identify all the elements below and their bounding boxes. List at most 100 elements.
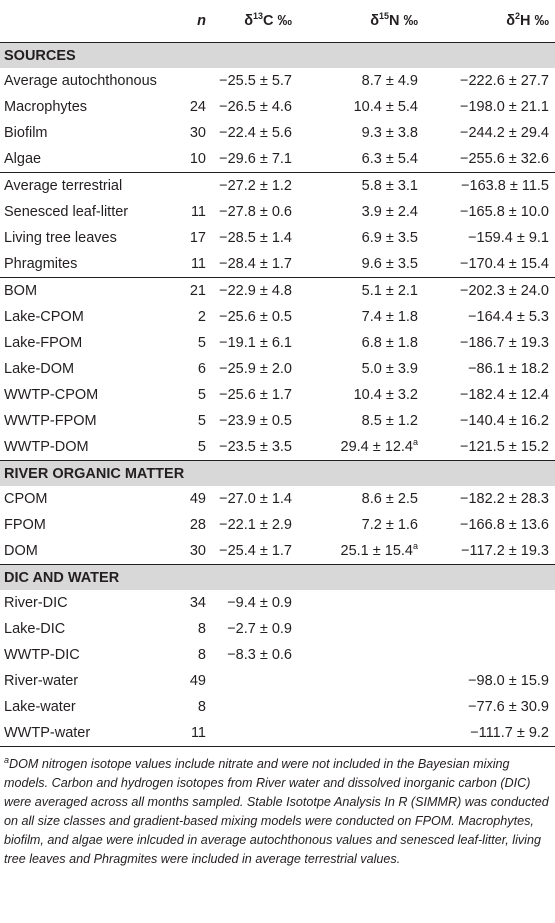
row-n: [180, 68, 210, 94]
row-d15n: [320, 616, 430, 642]
row-n: 30: [189, 125, 206, 141]
row-d2h: −244.2 ± 29.4: [460, 125, 549, 141]
row-d15n: 6.8 ± 1.8: [361, 335, 418, 351]
row-label: Average terrestrial: [0, 172, 180, 199]
row-d2h: −86.1 ± 18.2: [468, 361, 549, 377]
row-d15n: 7.2 ± 1.6: [361, 517, 418, 533]
row-d2h: −164.4 ± 5.3: [468, 309, 549, 325]
row-label: Biofilm: [4, 125, 48, 141]
row-d2h: −182.4 ± 12.4: [460, 387, 549, 403]
row-d2h: −202.3 ± 24.0: [430, 277, 555, 304]
row-label: Lake-DIC: [4, 621, 66, 637]
table-row: Phragmites 11 −28.4 ± 1.7 9.6 ± 3.5 −170.4 ±…: [0, 251, 555, 278]
row-d15n: 6.9 ± 3.5: [361, 230, 418, 246]
row-n: 8: [197, 699, 206, 715]
row-d2h: −159.4 ± 9.1: [468, 230, 549, 246]
superscript-a: a: [412, 437, 418, 448]
row-d13c: −25.4 ± 1.7: [219, 543, 292, 559]
row-label: CPOM: [4, 491, 48, 507]
row-d13c: −28.4 ± 1.7: [219, 256, 292, 272]
row-d15n: 10.4 ± 3.2: [353, 387, 418, 403]
row-d13c: −23.5 ± 3.5: [219, 439, 292, 455]
row-n: 17: [189, 230, 206, 246]
table-body: SOURCES Average autochthonous −25.5 ± 5.7 8…: [0, 42, 555, 747]
row-d15n: 5.8 ± 3.1: [320, 172, 430, 199]
row-label: Average autochthonous: [4, 73, 157, 89]
row-n: 30: [189, 543, 206, 559]
row-d2h: −77.6 ± 30.9: [468, 699, 549, 715]
row-d2h: −163.8 ± 11.5: [430, 172, 555, 199]
row-d13c: −22.4 ± 5.6: [219, 125, 292, 141]
table-row: BOM 21 −22.9 ± 4.8 5.1 ± 2.1 −202.3 ± 24.0: [0, 277, 555, 304]
row-n: 11: [190, 256, 206, 272]
row-label: FPOM: [4, 517, 46, 533]
header-blank: [0, 0, 180, 43]
row-d13c: −26.5 ± 4.6: [219, 99, 292, 115]
row-n: 28: [189, 517, 206, 533]
table-row: WWTP-DOM 5 −23.5 ± 3.5 29.4 ± 12.4a −121.5 ±…: [0, 434, 555, 461]
section-header: DIC AND WATER: [0, 564, 555, 590]
header-n: n: [180, 0, 210, 43]
table-footnote: aDOM nitrogen isotope values include nit…: [0, 747, 555, 869]
superscript-a: a: [412, 541, 418, 552]
row-d15n: 8.6 ± 2.5: [361, 491, 418, 507]
row-d13c: −22.1 ± 2.9: [219, 517, 292, 533]
row-d13c: [210, 694, 320, 720]
row-d15n: 29.4 ± 12.4a: [340, 437, 418, 455]
table-row: Lake-FPOM 5 −19.1 ± 6.1 6.8 ± 1.8 −186.7 ± 1…: [0, 330, 555, 356]
row-d2h: [430, 590, 555, 616]
row-label: WWTP-FPOM: [4, 413, 97, 429]
row-n: 10: [189, 151, 206, 167]
row-d13c: [210, 668, 320, 694]
section-title: RIVER ORGANIC MATTER: [0, 460, 555, 486]
row-d15n: 6.3 ± 5.4: [361, 151, 418, 167]
section-title: SOURCES: [0, 42, 555, 68]
row-n: 2: [197, 309, 206, 325]
header-row: n δ13C ‰ δ15N ‰ δ2H ‰: [0, 0, 555, 43]
row-n: 49: [189, 491, 206, 507]
row-label: Senesced leaf-litter: [4, 204, 129, 220]
row-d13c: −2.7 ± 0.9: [227, 621, 292, 637]
row-label: River-DIC: [4, 595, 68, 611]
row-label: BOM: [0, 277, 180, 304]
row-d2h: −182.2 ± 28.3: [460, 491, 549, 507]
row-d2h: −170.4 ± 15.4: [460, 256, 549, 272]
table-row: Macrophytes 24 −26.5 ± 4.6 10.4 ± 5.4 −198.0…: [0, 94, 555, 120]
table-row: WWTP-DIC 8 −8.3 ± 0.6: [0, 642, 555, 668]
row-label: Lake-FPOM: [4, 335, 83, 351]
row-d15n: 5.1 ± 2.1: [320, 277, 430, 304]
row-d15n: 3.9 ± 2.4: [361, 204, 418, 220]
row-d15n: 25.1 ± 15.4a: [340, 541, 418, 559]
row-label: Lake-CPOM: [4, 309, 84, 325]
row-d13c: −9.4 ± 0.9: [227, 595, 292, 611]
row-label: Macrophytes: [4, 99, 88, 115]
row-d2h: −198.0 ± 21.1: [460, 99, 549, 115]
row-label: Lake-DOM: [4, 361, 75, 377]
table-row: Average terrestrial −27.2 ± 1.2 5.8 ± 3.1−…: [0, 172, 555, 199]
isotope-table: n δ13C ‰ δ15N ‰ δ2H ‰ SOURCES Average aut…: [0, 0, 555, 747]
row-n: 8: [197, 647, 206, 663]
row-d13c: −28.5 ± 1.4: [219, 230, 292, 246]
table-row: Living tree leaves 17 −28.5 ± 1.4 6.9 ± 3.5…: [0, 225, 555, 251]
row-d13c: −29.6 ± 7.1: [219, 151, 292, 167]
table-row: Lake-DIC 8 −2.7 ± 0.9: [0, 616, 555, 642]
row-d2h: −121.5 ± 15.2: [460, 439, 549, 455]
row-label: Phragmites: [4, 256, 78, 272]
table-row: WWTP-CPOM 5 −25.6 ± 1.7 10.4 ± 3.2 −182.4 ± …: [0, 382, 555, 408]
row-d15n: [320, 694, 430, 720]
row-d13c: −25.5 ± 5.7: [219, 73, 292, 89]
row-d13c: −25.6 ± 1.7: [219, 387, 292, 403]
row-n: 21: [180, 277, 210, 304]
row-n: 5: [197, 413, 206, 429]
row-d2h: −111.7 ± 9.2: [430, 720, 555, 747]
section-header: RIVER ORGANIC MATTER: [0, 460, 555, 486]
row-d13c: −25.6 ± 0.5: [219, 309, 292, 325]
row-d15n: 7.4 ± 1.8: [361, 309, 418, 325]
row-d2h: −166.8 ± 13.6: [460, 517, 549, 533]
header-d13c: δ13C ‰: [210, 0, 320, 43]
row-d13c: −27.8 ± 0.6: [219, 204, 292, 220]
row-n: 11: [180, 720, 210, 747]
table-row: Lake-DOM 6 −25.9 ± 2.0 5.0 ± 3.9 −86.1 ± 18.…: [0, 356, 555, 382]
table-row: FPOM 28 −22.1 ± 2.9 7.2 ± 1.6 −166.8 ± 13.6: [0, 512, 555, 538]
row-n: 5: [197, 439, 206, 455]
